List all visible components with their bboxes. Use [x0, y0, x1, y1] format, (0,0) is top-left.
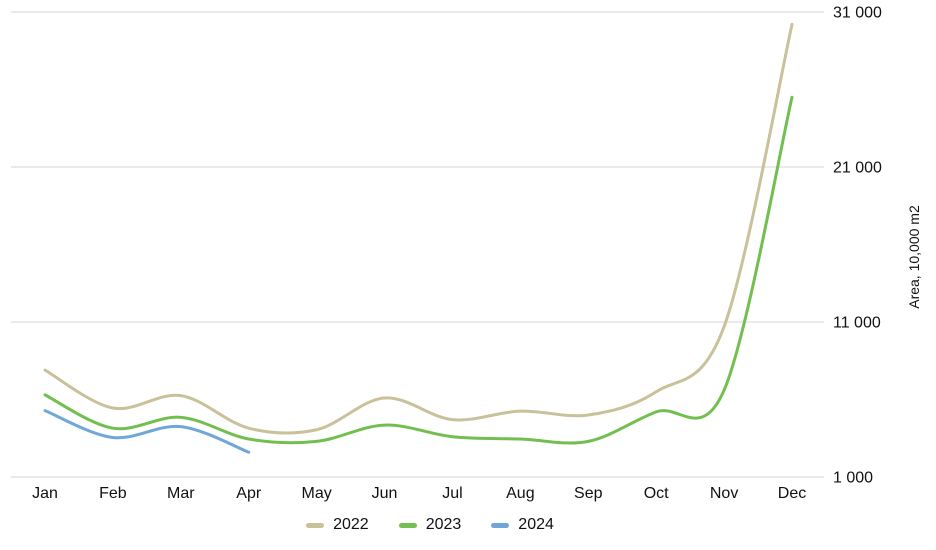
chart-legend: 2022 2023 2024 — [0, 517, 860, 533]
x-axis-month-label: Apr — [236, 485, 262, 502]
legend-swatch-2023 — [398, 522, 417, 528]
x-axis-month-label: Mar — [167, 485, 195, 502]
x-axis-month-label: Feb — [99, 485, 127, 502]
y-axis-tick-label: 21 000 — [833, 160, 882, 177]
series-line-2024 — [43, 409, 251, 454]
y-axis-tick-label: 11 000 — [833, 315, 881, 332]
legend-label: 2023 — [425, 516, 462, 533]
line-chart: 1 000 11 000 21 000 31 000 Jan Feb Mar Apr May Ju… — [11, 5, 922, 503]
x-axis-month-label: Oct — [644, 485, 669, 502]
legend-item-2022[interactable]: 2022 — [306, 517, 369, 533]
series-lines — [43, 22, 794, 454]
x-axis-month-label: Aug — [506, 485, 534, 502]
legend-swatch-2022 — [306, 522, 325, 528]
x-axis-month-label: Jan — [32, 485, 58, 502]
y-axis-tick-label: 31 000 — [833, 5, 882, 22]
series-line-2022 — [43, 22, 794, 435]
x-axis-month-label: Dec — [778, 485, 806, 502]
x-axis-month-label: Jul — [442, 485, 462, 502]
y-axis-title: Area, 10,000 m2 — [906, 205, 922, 309]
x-axis-month-label: Sep — [574, 485, 603, 502]
y-axis-tick-label: 1 000 — [833, 470, 873, 487]
x-axis-month-label: Jun — [372, 485, 398, 502]
legend-swatch-2024 — [491, 522, 510, 528]
legend-label: 2024 — [518, 516, 554, 533]
legend-item-2024[interactable]: 2024 — [491, 517, 554, 533]
legend-item-2023[interactable]: 2023 — [398, 516, 462, 533]
x-axis-month-label: Nov — [710, 485, 738, 502]
axis-labels: 1 000 11 000 21 000 31 000 Jan Feb Mar Apr May Ju… — [32, 5, 882, 503]
x-axis-month-label: May — [302, 485, 332, 502]
gridlines — [11, 11, 824, 478]
series-line-2023 — [43, 95, 794, 445]
legend-label: 2022 — [333, 516, 369, 533]
